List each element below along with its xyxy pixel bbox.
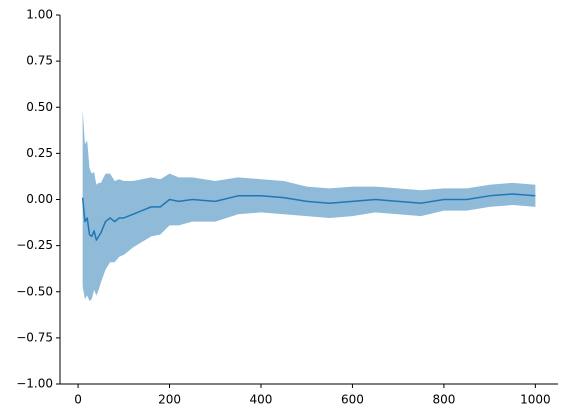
y-tick-label: −1.00 bbox=[16, 377, 53, 391]
x-tick-label: 1000 bbox=[520, 393, 551, 407]
y-tick-label: −0.50 bbox=[16, 284, 53, 298]
x-tick-label: 200 bbox=[158, 393, 181, 407]
y-tick-label: −0.25 bbox=[16, 238, 53, 252]
x-tick-label: 0 bbox=[74, 393, 82, 407]
x-tick-label: 800 bbox=[432, 393, 455, 407]
confidence-band bbox=[82, 109, 536, 301]
y-tick-label: −0.75 bbox=[16, 330, 53, 344]
y-tick-label: 0.00 bbox=[26, 192, 53, 206]
y-tick-label: 0.75 bbox=[26, 54, 53, 68]
y-tick-label: 0.25 bbox=[26, 146, 53, 160]
y-tick-label: 1.00 bbox=[26, 8, 53, 22]
x-tick-label: 600 bbox=[341, 393, 364, 407]
y-tick-label: 0.50 bbox=[26, 100, 53, 114]
x-tick-label: 400 bbox=[250, 393, 273, 407]
mean-line bbox=[81, 193, 536, 241]
